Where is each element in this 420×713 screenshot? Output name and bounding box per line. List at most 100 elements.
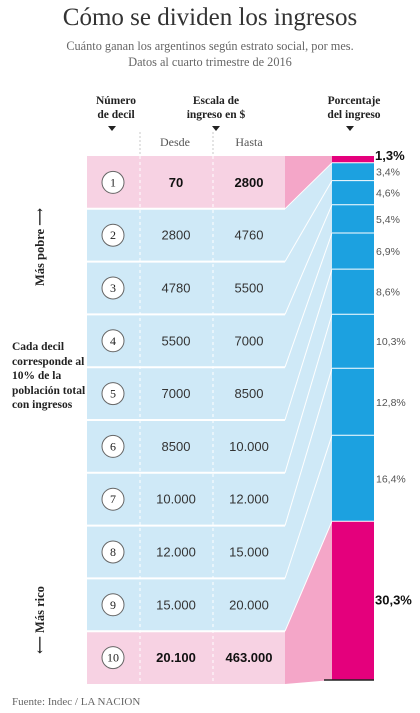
bar-segment-decil-8 bbox=[332, 368, 374, 436]
bar-segment-decil-9 bbox=[332, 435, 374, 522]
decil-badge bbox=[101, 329, 125, 353]
cell-hasta: 8500 bbox=[235, 386, 264, 401]
bar-segment-decil-2 bbox=[332, 162, 374, 181]
decil-badge bbox=[101, 593, 125, 617]
decil-number: 1 bbox=[110, 175, 116, 189]
header-pct-arrow-icon bbox=[346, 126, 354, 131]
page-title: Cómo se dividen los ingresos bbox=[62, 4, 358, 31]
cell-desde: 70 bbox=[169, 175, 183, 190]
pct-label-decil-1: 1,3% bbox=[375, 148, 405, 163]
connector-band bbox=[285, 233, 332, 420]
connector-band bbox=[285, 204, 332, 368]
cell-hasta: 5500 bbox=[235, 281, 264, 296]
connector-line bbox=[284, 435, 333, 579]
decil-badge bbox=[101, 540, 125, 564]
connector-line bbox=[284, 162, 333, 210]
connector-line bbox=[284, 521, 333, 632]
connector-line bbox=[284, 204, 333, 315]
pct-label-decil-2: 3,4% bbox=[376, 167, 400, 179]
header-porcentaje: Porcentaje del ingreso bbox=[314, 94, 394, 122]
cell-hasta: 12.000 bbox=[229, 492, 269, 507]
cell-desde: 7000 bbox=[162, 386, 191, 401]
cell-desde: 2800 bbox=[162, 228, 191, 243]
pct-label-decil-4: 5,4% bbox=[376, 214, 400, 226]
header-escala-line-1: Escala de bbox=[192, 95, 240, 107]
cell-desde: 10.000 bbox=[156, 492, 196, 507]
cell-desde: 8500 bbox=[162, 439, 191, 454]
decil-badge bbox=[101, 434, 125, 458]
cell-hasta: 2800 bbox=[235, 175, 264, 190]
decil-number: 4 bbox=[110, 334, 116, 348]
pct-label-decil-3: 4,6% bbox=[376, 188, 400, 200]
subtitle-line-1: Cuánto ganan los argentinos según estrat… bbox=[66, 39, 354, 53]
header-escala-line-2: ingreso en $ bbox=[186, 109, 246, 121]
connector-band bbox=[285, 269, 332, 473]
connector-band bbox=[285, 368, 332, 579]
header-decil-arrow-icon bbox=[108, 126, 116, 131]
decil-number: 10 bbox=[107, 651, 119, 665]
bar-segment-decil-10 bbox=[332, 521, 374, 680]
decil-badge bbox=[101, 487, 125, 511]
cell-desde: 15.000 bbox=[156, 597, 196, 612]
connector-band bbox=[285, 180, 332, 315]
decil-badge bbox=[101, 170, 125, 194]
pct-label-decil-8: 12,8% bbox=[376, 397, 406, 409]
cell-hasta: 20.000 bbox=[229, 597, 269, 612]
cell-desde: 12.000 bbox=[156, 545, 196, 560]
decil-number: 8 bbox=[110, 545, 116, 559]
bar-segment-decil-4 bbox=[332, 204, 374, 234]
decil-badge bbox=[101, 276, 125, 300]
connector-line bbox=[284, 180, 333, 262]
bar-segment-decil-7 bbox=[332, 314, 374, 369]
decil-badge bbox=[101, 382, 125, 406]
decil-number: 2 bbox=[110, 228, 116, 242]
header-escala-arrow-icon bbox=[212, 126, 220, 131]
decil-number: 9 bbox=[110, 598, 116, 612]
subtitle-line-2: Datos al cuarto trimestre de 2016 bbox=[128, 55, 292, 69]
connector-line bbox=[284, 314, 333, 473]
connector-line bbox=[284, 232, 333, 368]
cell-hasta: 10.000 bbox=[229, 439, 269, 454]
cell-desde: 4780 bbox=[162, 281, 191, 296]
side-note: Cada decil corresponde al 10% de la pobl… bbox=[12, 341, 86, 411]
decil-badge bbox=[101, 646, 125, 670]
cell-hasta: 463.000 bbox=[226, 650, 273, 665]
pct-label-decil-5: 6,9% bbox=[376, 246, 400, 258]
decil-number: 5 bbox=[110, 387, 116, 401]
header-pct-line-2: del ingreso bbox=[327, 109, 381, 121]
subtitle: Cuánto ganan los argentinos según estrat… bbox=[0, 38, 420, 70]
connector-line bbox=[284, 368, 333, 526]
decil-number: 6 bbox=[110, 439, 116, 453]
header-decil-line-1: Número bbox=[95, 95, 137, 107]
cell-desde: 5500 bbox=[162, 333, 191, 348]
header-decil-line-2: de decil bbox=[97, 109, 135, 121]
pct-label-decil-9: 16,4% bbox=[376, 473, 406, 485]
pct-label-decil-10: 30,3% bbox=[375, 593, 412, 608]
connector-band bbox=[285, 435, 332, 632]
pct-label-decil-7: 10,3% bbox=[376, 336, 406, 348]
header-escala: Escala de ingreso en $ bbox=[166, 94, 266, 122]
cell-hasta: 4760 bbox=[235, 228, 264, 243]
connector-band bbox=[285, 314, 332, 526]
bar-segment-decil-3 bbox=[332, 180, 374, 205]
source-note: Fuente: Indec / LA NACION bbox=[12, 696, 141, 708]
connector-band bbox=[285, 156, 332, 209]
connector-line bbox=[284, 269, 333, 421]
header-decil: Número de decil bbox=[86, 94, 146, 122]
bar-segment-decil-1 bbox=[332, 156, 374, 163]
header-desde: Desde bbox=[160, 135, 190, 149]
connector-band bbox=[285, 521, 332, 684]
pct-label-decil-6: 8,6% bbox=[376, 287, 400, 299]
decil-number: 7 bbox=[110, 492, 116, 506]
bar-segment-decil-5 bbox=[332, 233, 374, 270]
bar-segment-decil-6 bbox=[332, 269, 374, 315]
header-pct-line-1: Porcentaje bbox=[327, 95, 381, 107]
cell-hasta: 15.000 bbox=[229, 545, 269, 560]
cell-desde: 20.100 bbox=[156, 650, 196, 665]
header-hasta: Hasta bbox=[235, 135, 263, 149]
decil-badge bbox=[101, 223, 125, 247]
connector-band bbox=[285, 162, 332, 262]
cell-hasta: 7000 bbox=[235, 333, 264, 348]
decil-number: 3 bbox=[110, 281, 116, 295]
